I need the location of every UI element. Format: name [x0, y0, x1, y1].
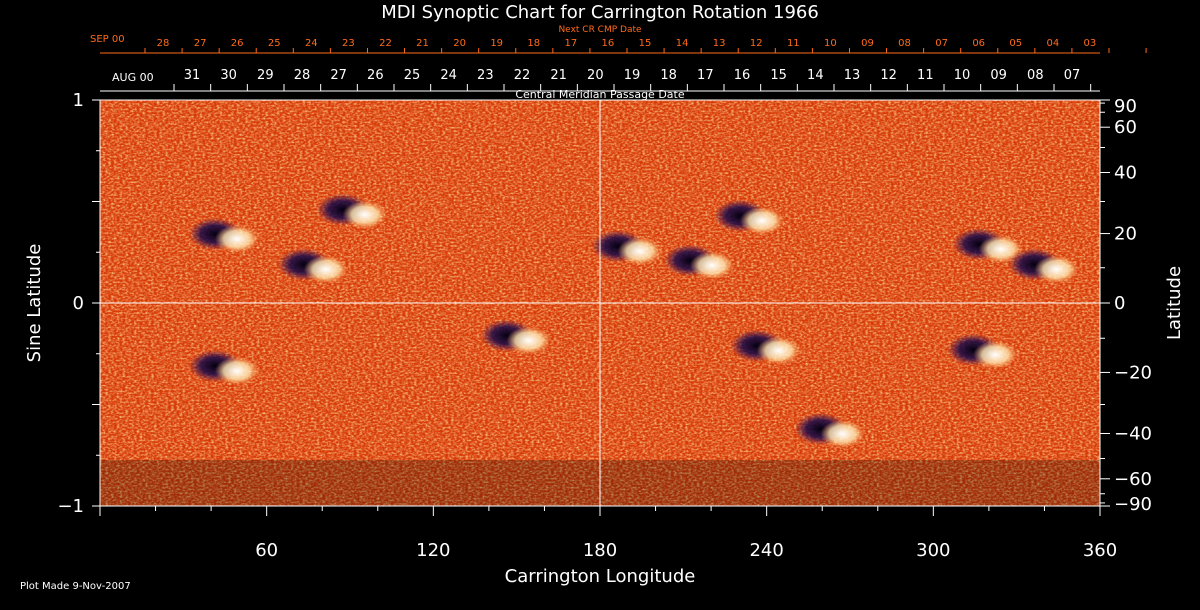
next-cr-day-label: 15 [639, 38, 652, 49]
positive-polarity-patch [506, 326, 551, 355]
next-cr-day-label: 26 [231, 38, 244, 49]
next-cr-day-label: 06 [972, 38, 985, 49]
plot-made-note: Plot Made 9-Nov-2007 [20, 581, 131, 592]
positive-polarity-patch [740, 206, 784, 235]
next-cr-day-label: 08 [898, 38, 911, 49]
cmp-day-label: 26 [367, 68, 384, 83]
cmp-day-label: 21 [550, 68, 567, 83]
cmp-day-label: 15 [770, 68, 787, 83]
next-cr-day-label: 09 [861, 38, 874, 49]
right-tick-label: 40 [1114, 163, 1137, 184]
positive-polarity-patch [617, 237, 662, 266]
chart-title: MDI Synoptic Chart for Carrington Rotati… [381, 2, 819, 23]
next-cr-day-label: 17 [564, 38, 577, 49]
positive-polarity-patch [690, 251, 734, 280]
next-cr-axis-label: Next CR CMP Date [558, 25, 642, 35]
cmp-axis-label: Central Meridian Passage Date [515, 88, 684, 101]
next-cr-day-label: 07 [935, 38, 948, 49]
cmp-day-label: 14 [807, 68, 824, 83]
cmp-day-label: 25 [404, 68, 421, 83]
positive-polarity-patch [756, 336, 801, 365]
left-axis-label: Sine Latitude [24, 244, 45, 363]
right-tick-label: 90 [1114, 96, 1137, 117]
right-tick-label: 60 [1114, 117, 1137, 138]
positive-polarity-patch [820, 419, 865, 448]
cmp-day-label: 28 [294, 68, 311, 83]
x-tick-label: 240 [749, 540, 783, 561]
cmp-day-label: 08 [1027, 68, 1044, 83]
right-tick-label: −60 [1114, 469, 1152, 490]
cmp-day-label: 30 [220, 68, 237, 83]
next-cr-day-label: 18 [527, 38, 540, 49]
next-cr-day-label: 12 [750, 38, 763, 49]
cmp-day-label: 19 [624, 68, 641, 83]
x-tick-label: 300 [916, 540, 950, 561]
next-cr-day-label: 25 [268, 38, 281, 49]
right-tick-label: 20 [1114, 224, 1137, 245]
right-tick-label: −20 [1114, 362, 1152, 383]
next-cr-day-label: 10 [824, 38, 837, 49]
positive-polarity-patch [978, 235, 1023, 264]
positive-polarity-patch [303, 255, 348, 284]
next-cr-day-label: 27 [194, 38, 207, 49]
x-axis-label: Carrington Longitude [505, 566, 696, 587]
left-tick-label: 0 [73, 293, 84, 314]
next-cr-day-label: 14 [676, 38, 689, 49]
cmp-day-label: 24 [440, 68, 457, 83]
next-cr-day-label: 13 [713, 38, 726, 49]
cmp-day-label: 07 [1064, 68, 1081, 83]
next-cr-day-label: 16 [602, 38, 615, 49]
next-cr-day-label: 04 [1046, 38, 1059, 49]
cmp-day-ticks: 31 30 29 28 27 26 25 24 23 22 21 20 19 18 17 16 15 14 13 12… [173, 68, 1092, 91]
cmp-day-label: 13 [844, 68, 861, 83]
cmp-day-label: 23 [477, 68, 494, 83]
next-cr-day-ticks: 28 27 26 25 24 23 22 21 20 19 18 17 16 15 14 13 12 11 10 09… [144, 38, 1147, 53]
cmp-day-label: 11 [917, 68, 934, 83]
next-cr-day-label: 23 [342, 38, 355, 49]
left-tick-label: 1 [73, 90, 84, 111]
positive-polarity-patch [1034, 255, 1079, 284]
right-axis-label: Latitude [1164, 266, 1185, 340]
right-tick-label: −40 [1114, 423, 1152, 444]
cmp-day-label: 18 [660, 68, 677, 83]
cmp-day-label: 16 [734, 68, 751, 83]
cmp-day-label: 20 [587, 68, 604, 83]
cmp-day-label: 10 [954, 68, 971, 83]
next-cr-day-label: 05 [1009, 38, 1022, 49]
left-axis-ticks: 1 0 −1 [57, 90, 100, 517]
next-cr-day-label: 03 [1084, 38, 1097, 49]
next-cr-day-label: 28 [157, 38, 170, 49]
positive-polarity-patch [973, 340, 1018, 369]
left-tick-label: −1 [57, 496, 84, 517]
x-tick-label: 60 [255, 540, 278, 561]
x-tick-label: 120 [416, 540, 450, 561]
x-tick-label: 360 [1083, 540, 1117, 561]
next-cr-day-label: 22 [379, 38, 392, 49]
next-cr-day-label: 11 [787, 38, 800, 49]
cmp-day-label: 27 [330, 68, 347, 83]
next-cr-day-label: 19 [490, 38, 503, 49]
cmp-month-label: AUG 00 [112, 71, 154, 84]
x-tick-label: 180 [583, 540, 617, 561]
right-tick-label: −90 [1114, 494, 1152, 515]
cmp-day-label: 12 [880, 68, 897, 83]
cmp-day-label: 29 [257, 68, 274, 83]
cmp-day-label: 31 [184, 68, 201, 83]
next-cr-day-label: 20 [453, 38, 466, 49]
positive-polarity-patch [215, 356, 259, 385]
cmp-day-label: 09 [990, 68, 1007, 83]
positive-polarity-patch [342, 200, 387, 229]
positive-polarity-patch [215, 225, 259, 254]
x-axis-ticks: 60 120 180 240 300 360 [99, 506, 1117, 561]
cmp-day-label: 22 [514, 68, 531, 83]
next-cr-day-label: 21 [416, 38, 429, 49]
next-cr-month-label: SEP 00 [90, 34, 125, 45]
right-tick-label: 0 [1114, 293, 1125, 314]
cmp-day-label: 17 [697, 68, 714, 83]
next-cr-day-label: 24 [305, 38, 318, 49]
